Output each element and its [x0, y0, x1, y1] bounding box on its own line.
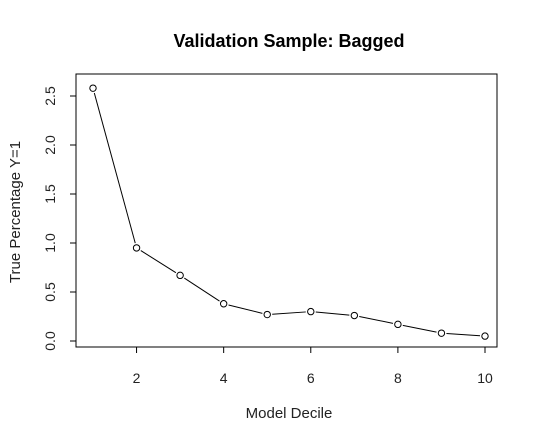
series-segment: [272, 311, 306, 315]
data-point: [263, 310, 271, 319]
series-segment: [184, 277, 220, 302]
data-point: [219, 300, 228, 308]
series-group: [89, 84, 489, 340]
y-tick-label: 2.0: [42, 135, 58, 155]
series-segment: [446, 332, 481, 337]
y-tick-label: 0.5: [42, 282, 58, 302]
y-tick-label: 2.5: [42, 86, 58, 106]
x-tick-label: 8: [394, 370, 402, 386]
series-segment: [359, 316, 394, 324]
y-axis: 0.0 0.5 1.0 1.5 2.0 2.5: [42, 86, 76, 351]
x-axis: 2 4 6 8 10: [133, 347, 493, 386]
chart-title: Validation Sample: Bagged: [173, 31, 404, 51]
data-point: [307, 307, 315, 316]
series-segment: [315, 311, 350, 316]
data-point: [132, 244, 141, 252]
y-axis-label: True Percentage Y=1: [7, 141, 24, 283]
series-segment: [228, 304, 263, 314]
series-segment: [402, 324, 437, 333]
x-tick-label: 4: [220, 370, 228, 386]
data-point: [437, 329, 446, 337]
x-tick-label: 10: [477, 370, 493, 386]
series-segment: [93, 92, 136, 244]
data-point: [176, 271, 184, 280]
x-axis-label: Model Decile: [246, 405, 333, 422]
series-segment: [140, 250, 177, 274]
x-tick-label: 6: [307, 370, 315, 386]
y-tick-label: 0.0: [42, 331, 58, 351]
data-point: [350, 311, 359, 320]
y-tick-label: 1.5: [42, 184, 58, 204]
data-point: [481, 332, 489, 340]
y-tick-label: 1.0: [42, 233, 58, 253]
data-point: [89, 84, 97, 92]
x-tick-label: 2: [133, 370, 141, 386]
plot-frame: [75, 73, 498, 348]
data-point: [394, 320, 402, 329]
